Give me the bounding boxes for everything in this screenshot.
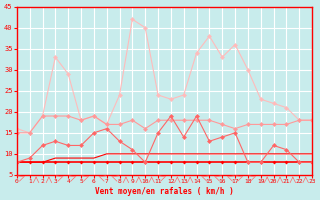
X-axis label: Vent moyen/en rafales ( km/h ): Vent moyen/en rafales ( km/h ) xyxy=(95,187,234,196)
